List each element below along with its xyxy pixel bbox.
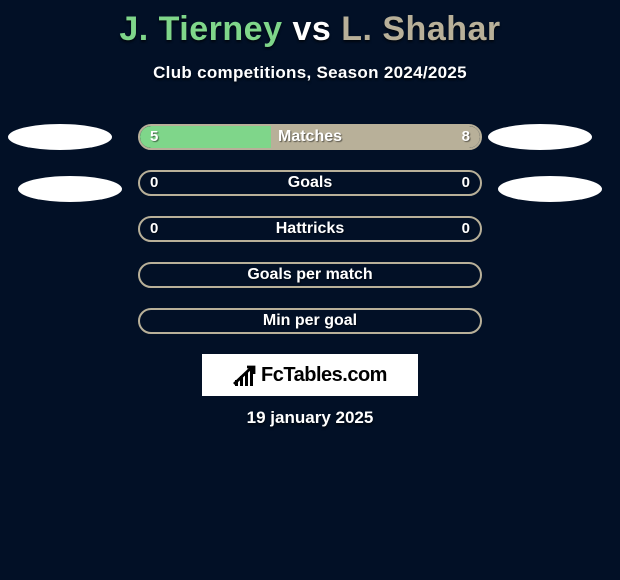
stat-row: Hattricks0 0 <box>138 216 482 242</box>
decorative-ellipse <box>8 124 112 150</box>
snapshot-date: 19 january 2025 <box>0 408 620 428</box>
player1-name: J. Tierney <box>119 10 282 48</box>
subtitle: Club competitions, Season 2024/2025 <box>0 63 620 83</box>
decorative-ellipse <box>498 176 602 202</box>
stat-value-right: 0 <box>462 172 470 194</box>
stat-value-left: 0 <box>150 218 158 240</box>
brand-text: FcTables.com <box>261 364 387 387</box>
stat-row: Goals0 0 <box>138 170 482 196</box>
brand-chart-icon <box>233 364 257 386</box>
vs-text: vs <box>292 10 331 48</box>
stat-row: Goals per match <box>138 262 482 288</box>
stat-value-right: 8 <box>462 126 470 148</box>
stat-value-right: 0 <box>462 218 470 240</box>
decorative-ellipse <box>18 176 122 202</box>
stat-label: Min per goal <box>140 310 480 332</box>
decorative-ellipse <box>488 124 592 150</box>
stat-label: Goals <box>140 172 480 194</box>
brand-badge: FcTables.com <box>202 354 418 396</box>
stat-label: Hattricks <box>140 218 480 240</box>
stat-label: Matches <box>140 126 480 148</box>
comparison-title: J. Tierney vs L. Shahar <box>0 0 620 49</box>
stat-label: Goals per match <box>140 264 480 286</box>
stat-row: Min per goal <box>138 308 482 334</box>
stat-value-left: 0 <box>150 172 158 194</box>
stat-rows: Matches58Goals00Hattricks00Goals per mat… <box>138 124 482 354</box>
player2-name: L. Shahar <box>341 10 500 48</box>
stat-value-left: 5 <box>150 126 158 148</box>
stat-row: Matches5 8 <box>138 124 482 150</box>
